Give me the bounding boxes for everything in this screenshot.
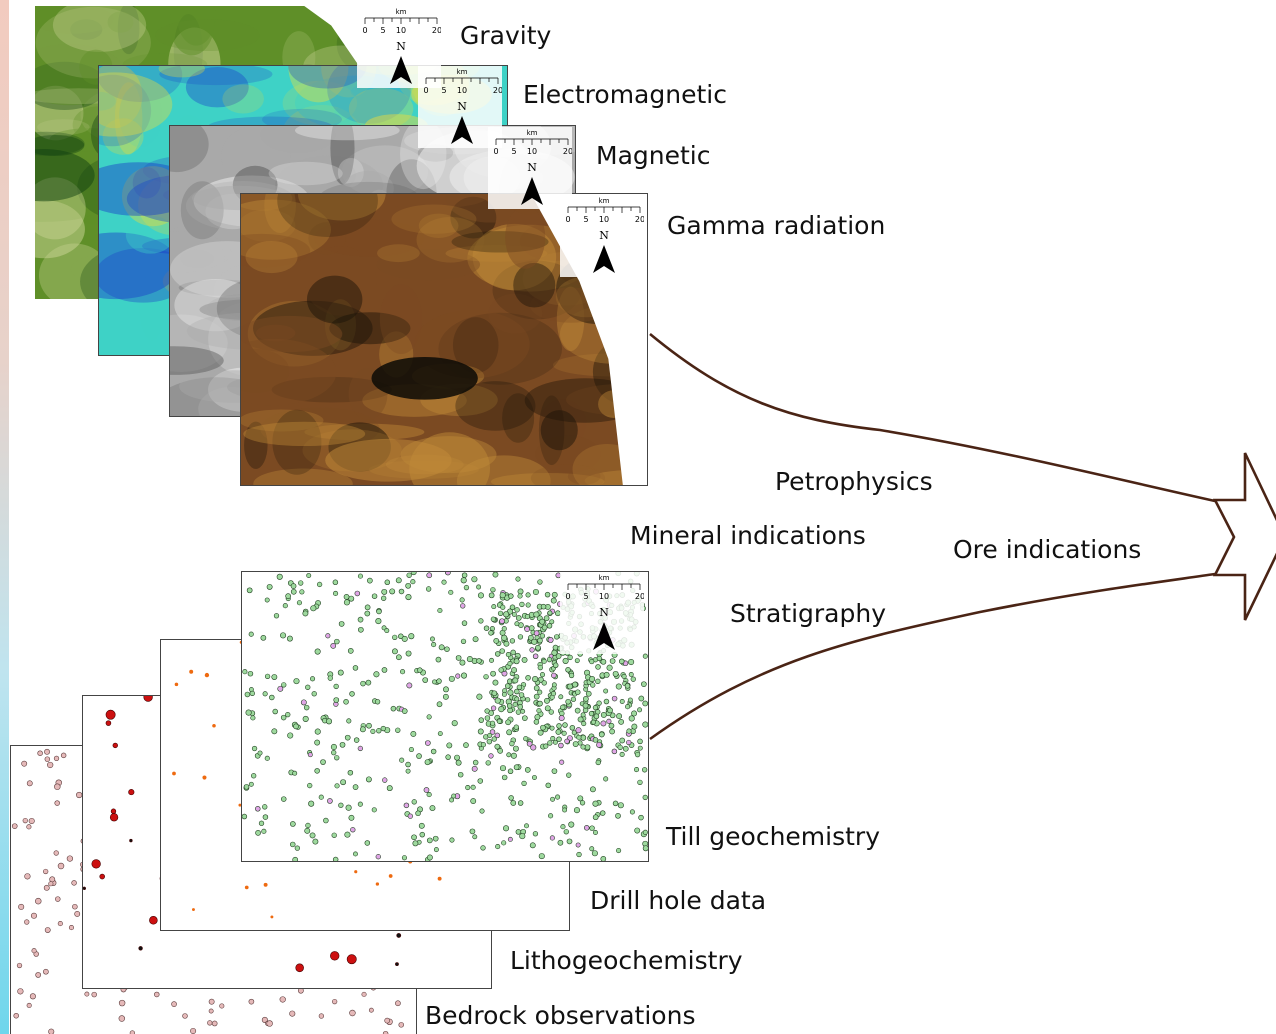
label-stratigraphy: Stratigraphy xyxy=(730,599,886,628)
label-bedrock-observations: Bedrock observations xyxy=(425,1001,696,1030)
svg-text:N: N xyxy=(599,229,609,242)
svg-text:20: 20 xyxy=(563,147,572,156)
output-arrow-icon xyxy=(1212,452,1276,621)
svg-text:20: 20 xyxy=(432,26,441,35)
svg-text:5: 5 xyxy=(583,592,588,601)
svg-text:0: 0 xyxy=(423,86,428,95)
svg-text:5: 5 xyxy=(441,86,446,95)
scale-bar-magnetic: km 0 5 10 20 N xyxy=(488,127,573,209)
svg-text:20: 20 xyxy=(635,215,644,224)
svg-text:5: 5 xyxy=(583,215,588,224)
svg-text:5: 5 xyxy=(380,26,385,35)
svg-text:km: km xyxy=(396,8,407,16)
svg-text:20: 20 xyxy=(635,592,644,601)
svg-text:20: 20 xyxy=(493,86,502,95)
svg-text:10: 10 xyxy=(527,147,537,156)
label-gravity: Gravity xyxy=(460,21,552,50)
svg-text:0: 0 xyxy=(362,26,367,35)
svg-text:km: km xyxy=(527,129,538,137)
scale-bar-gravity: km 0 5 10 20 N xyxy=(357,6,442,88)
label-magnetic: Magnetic xyxy=(596,141,711,170)
scale-bar-graphic: km 0 5 10 20 N xyxy=(488,127,573,209)
label-drill-hole-data: Drill hole data xyxy=(590,886,767,915)
label-till-geochemistry: Till geochemistry xyxy=(666,822,881,851)
label-electromagnetic: Electromagnetic xyxy=(523,80,727,109)
svg-text:N: N xyxy=(527,161,537,174)
label-petrophysics: Petrophysics xyxy=(775,467,933,496)
scale-bar-till: km 0 5 10 20 N xyxy=(560,572,645,654)
svg-text:km: km xyxy=(599,574,610,582)
slide-edge-gradient xyxy=(0,0,9,1034)
svg-text:0: 0 xyxy=(565,592,570,601)
svg-text:km: km xyxy=(457,68,468,76)
svg-text:N: N xyxy=(396,40,406,53)
scale-bar-graphic: km 0 5 10 20 N xyxy=(357,6,442,88)
label-lithogeochemistry: Lithogeochemistry xyxy=(510,946,743,975)
till-geochemistry-points xyxy=(242,572,648,861)
svg-text:10: 10 xyxy=(457,86,467,95)
svg-text:km: km xyxy=(599,197,610,205)
label-mineral-indications: Mineral indications xyxy=(630,521,866,550)
label-gamma-radiation: Gamma radiation xyxy=(667,211,886,240)
label-ore-indications: Ore indications xyxy=(953,535,1142,564)
svg-text:N: N xyxy=(599,606,609,619)
svg-text:N: N xyxy=(457,100,467,113)
svg-text:10: 10 xyxy=(396,26,406,35)
svg-text:0: 0 xyxy=(565,215,570,224)
svg-text:5: 5 xyxy=(511,147,516,156)
svg-text:10: 10 xyxy=(599,215,609,224)
scale-bar-graphic: km 0 5 10 20 N xyxy=(560,572,645,654)
svg-text:0: 0 xyxy=(493,147,498,156)
svg-text:10: 10 xyxy=(599,592,609,601)
scale-bar-graphic: km 0 5 10 20 N xyxy=(560,195,645,277)
scale-bar-gamma: km 0 5 10 20 N xyxy=(560,195,645,277)
